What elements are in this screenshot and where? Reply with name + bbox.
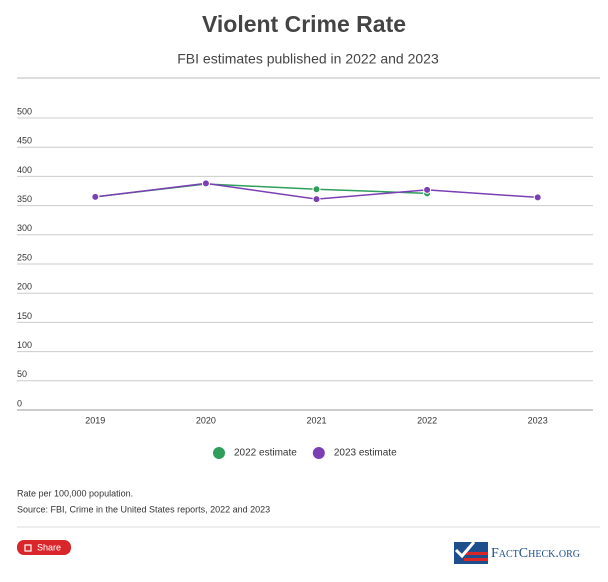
y-tick-label: 350 bbox=[17, 194, 32, 204]
legend-swatch bbox=[213, 447, 225, 459]
x-tick-label: 2022 bbox=[417, 415, 437, 425]
point bbox=[312, 185, 321, 194]
legend-label: 2022 estimate bbox=[234, 448, 297, 459]
legend-swatch bbox=[312, 447, 325, 459]
point bbox=[201, 179, 210, 188]
y-tick-label: 400 bbox=[17, 165, 32, 175]
point bbox=[533, 193, 542, 202]
share-label[interactable]: Share bbox=[37, 542, 61, 552]
x-tick-label: 2019 bbox=[85, 415, 105, 425]
x-tick-label: 2021 bbox=[306, 415, 326, 425]
legend-label: 2023 estimate bbox=[334, 448, 397, 459]
logo-stripe bbox=[464, 558, 488, 561]
x-tick-label: 2023 bbox=[528, 415, 548, 425]
chart-title: Violent Crime Rate bbox=[202, 11, 406, 37]
note: Rate per 100,000 population. bbox=[17, 488, 133, 498]
chart-subtitle: FBI estimates published in 2022 and 2023 bbox=[177, 51, 439, 67]
point bbox=[91, 192, 100, 201]
y-tick-label: 150 bbox=[17, 311, 32, 321]
y-tick-label: 100 bbox=[17, 340, 32, 350]
point bbox=[312, 195, 321, 204]
y-tick-label: 200 bbox=[17, 282, 32, 292]
y-tick-label: 250 bbox=[17, 252, 32, 262]
share-button[interactable]: Share bbox=[17, 540, 71, 555]
y-tick-label: 450 bbox=[17, 136, 32, 146]
logo-check bbox=[454, 541, 476, 559]
y-tick-label: 300 bbox=[17, 223, 32, 233]
logo[interactable]: FactCheck.org bbox=[454, 541, 580, 564]
logo-text[interactable]: FactCheck.org bbox=[491, 546, 580, 561]
source: Source: FBI, Crime in the United States … bbox=[17, 504, 270, 514]
y-tick-label: 500 bbox=[17, 106, 32, 116]
logo-stripe bbox=[464, 552, 488, 555]
point bbox=[423, 185, 432, 194]
y-tick-label: 0 bbox=[17, 398, 22, 408]
y-tick-label: 50 bbox=[17, 369, 27, 379]
share-icon bbox=[24, 544, 32, 552]
x-tick-label: 2020 bbox=[196, 415, 216, 425]
